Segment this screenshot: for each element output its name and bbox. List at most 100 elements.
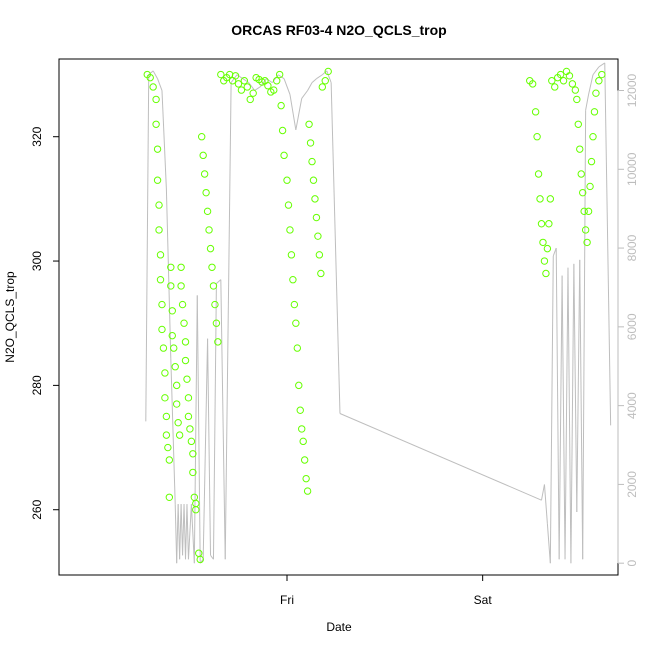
line-segment xyxy=(186,504,189,560)
scatter-point xyxy=(311,195,319,203)
scatter-point xyxy=(212,319,221,327)
scatter-point xyxy=(195,549,203,557)
scatter-point xyxy=(184,394,193,402)
scatter-point xyxy=(206,244,215,253)
scatter-point xyxy=(158,325,166,334)
scatter-point xyxy=(287,251,296,259)
line-segment xyxy=(330,82,341,414)
line-segment xyxy=(152,70,158,79)
scatter-point xyxy=(156,251,165,259)
scatter-point xyxy=(580,207,588,216)
scatter-point xyxy=(590,108,599,116)
line-segment xyxy=(321,70,328,76)
y-tick-label: 300 xyxy=(30,251,44,271)
line-segment xyxy=(546,523,551,564)
line-segment xyxy=(248,82,256,91)
scatter-point xyxy=(318,83,327,91)
scatter-point xyxy=(161,394,169,402)
scatter-point xyxy=(290,300,299,309)
scatter-point xyxy=(573,95,581,104)
line-segment xyxy=(311,78,317,84)
line-segment xyxy=(187,504,192,560)
scatter-point xyxy=(270,86,278,94)
scatter-point xyxy=(592,89,600,97)
scatter-point xyxy=(548,77,556,85)
scatter-point xyxy=(189,468,197,477)
line-segment xyxy=(277,74,285,80)
scatter-point xyxy=(167,282,175,290)
scatter-point xyxy=(284,201,293,209)
scatter-point xyxy=(536,195,544,203)
scatter-point xyxy=(303,487,312,495)
line-segment xyxy=(564,267,569,560)
line-segment xyxy=(543,484,548,524)
scatter-point xyxy=(568,80,577,88)
y2-tick-label: 10000 xyxy=(625,152,639,186)
scatter-point xyxy=(192,499,200,508)
scatter-point xyxy=(211,300,219,309)
scatter-point xyxy=(243,83,251,91)
scatter-point xyxy=(584,207,593,216)
scatter-point xyxy=(295,381,303,390)
scatter-point xyxy=(172,381,181,390)
scatter-point xyxy=(180,319,188,327)
line-segment xyxy=(541,484,545,501)
line-segment xyxy=(570,263,575,564)
scatter-point xyxy=(299,437,307,446)
scatter-point xyxy=(165,456,174,464)
scatter-point xyxy=(543,244,552,253)
scatter-point xyxy=(296,406,304,414)
scatter-point xyxy=(202,188,210,197)
scatter-point xyxy=(172,400,181,408)
line-segment xyxy=(193,295,198,564)
scatter-point xyxy=(586,182,594,191)
scatter-point xyxy=(186,425,194,433)
line-segment xyxy=(196,295,201,564)
scatter-point xyxy=(305,120,313,128)
scatter-point xyxy=(292,319,300,327)
line-segment xyxy=(254,86,261,91)
scatter-point xyxy=(321,77,329,85)
line-segment xyxy=(579,259,584,560)
scatter-point xyxy=(581,226,590,234)
scatter-point xyxy=(153,145,162,153)
scatter-point xyxy=(302,474,310,483)
scatter-point xyxy=(164,443,172,452)
scatter-point xyxy=(178,300,187,309)
scatter-point xyxy=(539,238,547,247)
scatter-point xyxy=(170,344,178,352)
line-segment xyxy=(295,98,303,130)
scatter-point xyxy=(534,170,543,178)
scatter-point xyxy=(264,82,272,90)
scatter-point xyxy=(309,176,318,184)
line-segment xyxy=(176,504,179,564)
scatter-point xyxy=(577,170,585,178)
line-segment xyxy=(157,78,163,91)
scatter-point xyxy=(275,70,284,79)
scatter-point xyxy=(531,108,540,116)
y2-tick-label: 6000 xyxy=(625,313,639,340)
scatter-point xyxy=(300,456,309,464)
scatter-point xyxy=(308,157,316,166)
line-segment xyxy=(301,90,309,99)
y-axis-label: N2O_QCLS_trop xyxy=(3,271,17,363)
scatter-point xyxy=(587,157,596,166)
scatter-point xyxy=(208,263,216,271)
x-tick-label: Fri xyxy=(280,593,294,607)
scatter-point xyxy=(528,80,537,88)
scatter-point xyxy=(184,412,193,421)
line-segment xyxy=(598,62,606,68)
scatter-point xyxy=(153,176,162,184)
line-segment xyxy=(224,82,232,560)
line-segment xyxy=(558,275,563,560)
scatter-point xyxy=(278,126,287,135)
scatter-point xyxy=(533,133,541,141)
line-segment xyxy=(592,66,600,76)
scatter-point xyxy=(155,226,163,234)
scatter-point xyxy=(158,300,166,309)
scatter-point xyxy=(293,344,302,352)
scatter-point xyxy=(152,95,160,104)
scatter-point xyxy=(556,70,565,79)
scatter-point xyxy=(277,101,285,110)
